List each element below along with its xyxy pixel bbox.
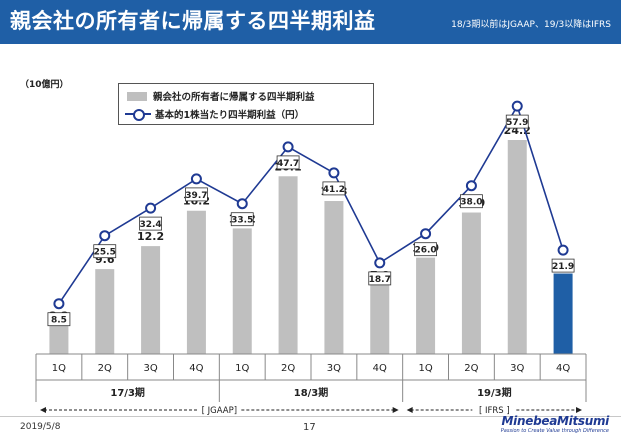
- eps-point-2: [145, 202, 157, 214]
- eps-label-box-2: [139, 216, 162, 231]
- category-label-1: 2Q: [98, 363, 112, 374]
- standard-arrowhead-left-1: [406, 407, 413, 413]
- category-label-7: 4Q: [373, 363, 387, 374]
- category-label-2: 3Q: [143, 363, 157, 374]
- eps-point-1: [99, 230, 111, 242]
- bar-7: [370, 285, 390, 354]
- eps-label-box-8: [414, 242, 437, 257]
- company-logo: MinebeaMitsumi Passion to Create Value t…: [500, 414, 610, 434]
- bar-2: [141, 246, 161, 354]
- page-number: 17: [303, 422, 316, 433]
- bar-label-2: 12.2: [137, 230, 164, 243]
- category-label-11: 4Q: [556, 363, 570, 374]
- eps-point-3: [190, 173, 202, 185]
- logo-wordmark: MinebeaMitsumi: [501, 414, 610, 428]
- eps-point-11: [557, 244, 569, 256]
- page-title: 親会社の所有者に帰属する四半期利益: [10, 9, 376, 33]
- page-subtitle: 18/3期以前はJGAAP、19/3以降はIFRS: [451, 20, 611, 30]
- eps-point-0: [53, 298, 65, 310]
- category-label-3: 4Q: [189, 363, 203, 374]
- legend-item-bar: 親会社の所有者に帰属する四半期利益: [125, 88, 315, 104]
- standard-arrowhead-right-0: [392, 407, 399, 413]
- standard-label-0: [ JGAAP]: [202, 406, 237, 416]
- eps-label-0: 8.5: [51, 316, 67, 326]
- standard-arrowhead-right-1: [576, 407, 582, 413]
- bar-3: [186, 210, 206, 354]
- period-label-1: 18/3期: [294, 386, 329, 399]
- legend-bar-label: 親会社の所有者に帰属する四半期利益: [153, 92, 315, 103]
- category-label-8: 1Q: [418, 363, 432, 374]
- category-label-9: 2Q: [464, 363, 478, 374]
- eps-label-8: 26.0: [414, 246, 436, 256]
- eps-label-9: 38.0: [460, 198, 482, 208]
- eps-point-7: [374, 257, 386, 269]
- standard-arrowhead-left-0: [40, 407, 46, 413]
- eps-point-4: [236, 198, 248, 210]
- bar-11: [553, 273, 573, 354]
- bar-0: [49, 325, 69, 354]
- eps-label-box-0: [47, 312, 71, 327]
- footer-rule: [0, 416, 621, 417]
- eps-label-box-10: [505, 114, 529, 129]
- bar-8: [416, 257, 436, 354]
- bar-9: [461, 212, 481, 354]
- eps-label-box-7: [368, 271, 392, 286]
- eps-point-9: [465, 180, 477, 192]
- footer-date: 2019/5/8: [20, 422, 61, 432]
- eps-label-box-11: [551, 258, 575, 273]
- eps-label-6: 41.2: [323, 185, 345, 195]
- bar-10: [507, 140, 527, 354]
- eps-label-2: 32.4: [139, 220, 161, 230]
- legend-line-label: 基本的1株当たり四半期利益（円）: [155, 110, 305, 121]
- unit-label: （10億円）: [20, 80, 69, 90]
- title-bar: 親会社の所有者に帰属する四半期利益 18/3期以前はJGAAP、19/3以降はI…: [0, 0, 621, 44]
- eps-label-4: 33.5: [231, 216, 253, 226]
- bar-5: [278, 176, 298, 354]
- eps-point-8: [420, 228, 432, 240]
- bar-6: [324, 201, 344, 354]
- category-label-0: 1Q: [52, 363, 66, 374]
- bar-1: [95, 269, 115, 354]
- eps-line: [58, 104, 564, 305]
- period-label-0: 17/3期: [110, 386, 145, 399]
- eps-label-10: 57.9: [506, 118, 528, 128]
- category-label-10: 3Q: [510, 363, 524, 374]
- category-label-4: 1Q: [235, 363, 249, 374]
- eps-label-5: 47.7: [277, 159, 299, 169]
- period-label-2: 19/3期: [477, 386, 512, 399]
- bar-4: [232, 228, 252, 354]
- eps-label-box-6: [322, 181, 346, 196]
- eps-label-7: 18.7: [369, 275, 391, 285]
- category-label-5: 2Q: [281, 363, 295, 374]
- eps-label-box-9: [460, 194, 483, 209]
- logo-tagline: Passion to Create Value through Differen…: [500, 428, 609, 434]
- eps-point-6: [328, 167, 340, 179]
- legend-line-swatch: [125, 108, 151, 121]
- eps-label-box-4: [230, 212, 254, 227]
- eps-point-10: [511, 100, 523, 112]
- eps-label-3: 39.7: [185, 191, 207, 201]
- eps-point-5: [282, 141, 294, 153]
- eps-label-1: 25.5: [94, 248, 116, 258]
- eps-label-box-3: [185, 187, 208, 202]
- eps-label-11: 21.9: [552, 262, 574, 272]
- standard-label-1: [ IFRS ]: [479, 406, 510, 416]
- eps-label-box-5: [276, 155, 300, 170]
- legend-item-line: 基本的1株当たり四半期利益（円）: [125, 106, 304, 122]
- chart-legend: 親会社の所有者に帰属する四半期利益 基本的1株当たり四半期利益（円）: [118, 83, 374, 125]
- eps-label-box-1: [93, 244, 117, 259]
- legend-bar-swatch: [127, 91, 147, 101]
- category-label-6: 3Q: [327, 363, 341, 374]
